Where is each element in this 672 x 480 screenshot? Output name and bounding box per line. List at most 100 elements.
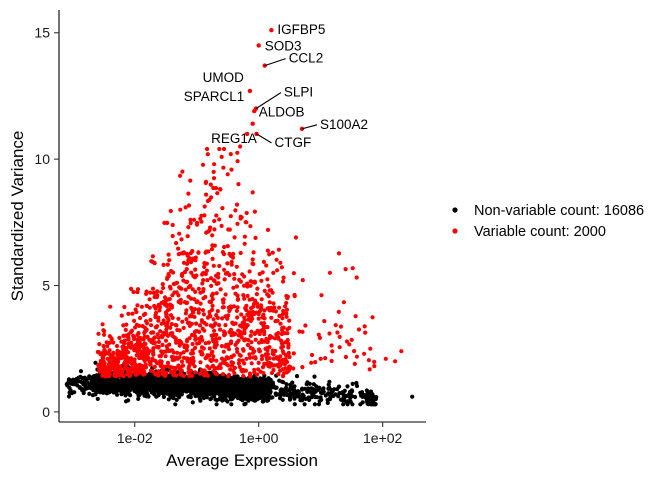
data-point [207,346,212,351]
data-point [234,202,240,207]
data-point [284,300,289,306]
data-point [360,400,365,405]
data-point [195,220,200,225]
data-point [203,386,208,391]
data-point [204,383,209,388]
data-point [106,351,111,356]
data-point [226,343,231,348]
data-point [214,291,219,296]
data-point [278,260,283,265]
data-point [146,394,151,399]
data-point [236,338,241,343]
data-point [193,289,198,294]
data-point [251,350,256,355]
data-point [149,323,154,328]
data-point [145,356,150,361]
data-point [128,393,133,398]
data-point [223,397,228,402]
data-point [253,330,258,335]
data-point [202,261,207,266]
data-point [167,383,172,389]
data-point [182,345,187,350]
data-point [217,323,222,328]
data-point [167,365,172,370]
data-point [251,250,256,255]
data-point [256,316,261,321]
data-point [160,342,165,347]
data-point [345,399,350,404]
data-point [202,320,207,325]
data-point [210,292,215,297]
data-point [229,262,234,267]
data-point [229,354,234,359]
data-point [198,360,203,365]
data-point [132,318,137,323]
data-point [241,283,247,288]
x-axis-title: Average Expression [166,451,318,470]
data-point [163,364,168,369]
data-point [103,374,108,379]
labeled-point [244,131,250,137]
data-point [260,270,265,275]
data-point [185,279,190,284]
data-point [157,384,162,389]
data-point [177,338,182,343]
data-point [159,359,164,364]
data-point [260,353,265,359]
data-point [203,294,208,300]
data-point [341,300,346,305]
data-point [147,297,152,302]
data-point [217,263,222,269]
data-point [163,311,169,316]
data-point [238,144,243,149]
data-point [178,173,183,178]
data-point [71,382,76,387]
data-point [193,370,198,375]
data-point [302,386,307,391]
data-point [283,304,288,309]
data-point [84,380,89,386]
data-point [220,206,225,211]
data-point [214,281,219,286]
data-point [176,246,181,251]
data-point [188,178,193,183]
data-point [138,315,143,321]
data-point [168,331,173,336]
data-point [229,402,234,407]
data-point [337,334,342,339]
labeled-point [252,108,257,114]
data-point [363,330,368,335]
data-point [246,337,251,343]
y-tick-label: 5 [42,278,50,294]
data-point [174,355,179,360]
data-point [193,337,198,342]
data-point [206,340,211,345]
data-point [205,198,210,204]
data-point [98,369,103,374]
data-point [233,208,238,213]
data-point [249,340,254,345]
data-point [209,283,214,288]
data-point [226,374,231,379]
data-point [232,371,237,376]
data-point [176,364,181,369]
data-point [211,176,217,181]
data-point [265,361,270,366]
data-point [107,373,112,379]
data-point [110,352,115,357]
data-point [126,311,131,316]
data-point [323,356,328,361]
data-point [161,391,166,396]
data-point [234,264,239,269]
data-point [229,167,234,172]
data-point [267,345,272,350]
data-point [329,388,334,393]
data-point [344,339,350,344]
data-point [208,387,213,392]
data-point [248,224,253,229]
data-point [319,293,324,298]
data-point [198,398,203,403]
data-point [164,297,169,302]
data-point [280,312,285,317]
data-point [78,369,84,374]
